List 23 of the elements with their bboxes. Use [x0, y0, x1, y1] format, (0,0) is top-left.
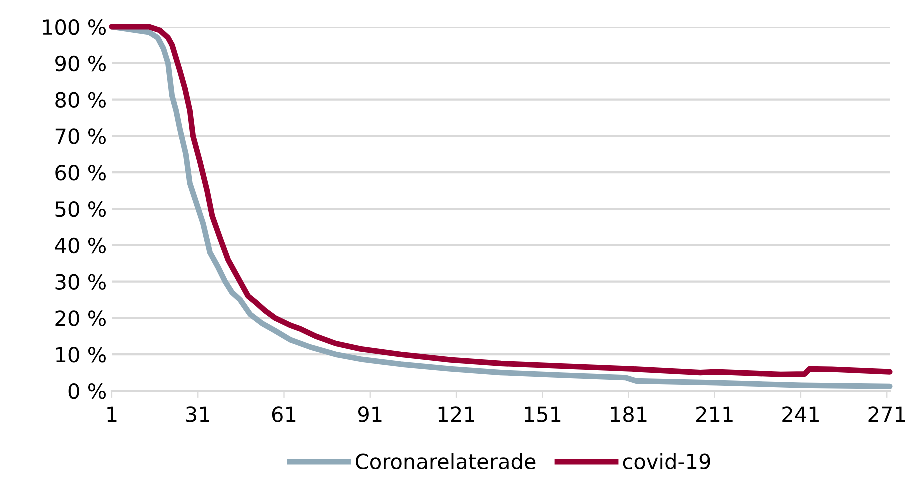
y-tick-label: 100 % [43, 19, 106, 36]
y-tick-label: 90 % [56, 56, 106, 72]
x-tick-label: 91 [358, 406, 382, 422]
x-tick-label: 31 [186, 406, 210, 422]
y-tick-label: 70 % [56, 128, 106, 144]
y-tick-label: 50 % [56, 201, 106, 218]
x-tick-label: 211 [696, 406, 733, 422]
legend-label: covid-19 [623, 453, 710, 470]
y-tick-label: 20 % [56, 310, 106, 326]
y-tick-label: 0 % [68, 383, 106, 400]
y-tick-label: 80 % [56, 92, 106, 108]
x-tick-label: 151 [525, 406, 561, 422]
x-tick-label: 241 [782, 406, 819, 422]
y-tick-label: 60 % [56, 165, 106, 181]
x-tick-label: 121 [438, 406, 474, 422]
y-tick-label: 40 % [55, 238, 106, 254]
x-tick-label: 1 [108, 406, 117, 422]
x-tick-label: 271 [868, 406, 906, 422]
x-tick-label: 61 [272, 406, 296, 422]
y-tick-label: 30 % [56, 274, 106, 290]
y-tick-label: 10 % [56, 347, 106, 363]
x-tick-label: 181 [611, 406, 647, 422]
legend-label: Coronarelaterade [356, 453, 536, 470]
